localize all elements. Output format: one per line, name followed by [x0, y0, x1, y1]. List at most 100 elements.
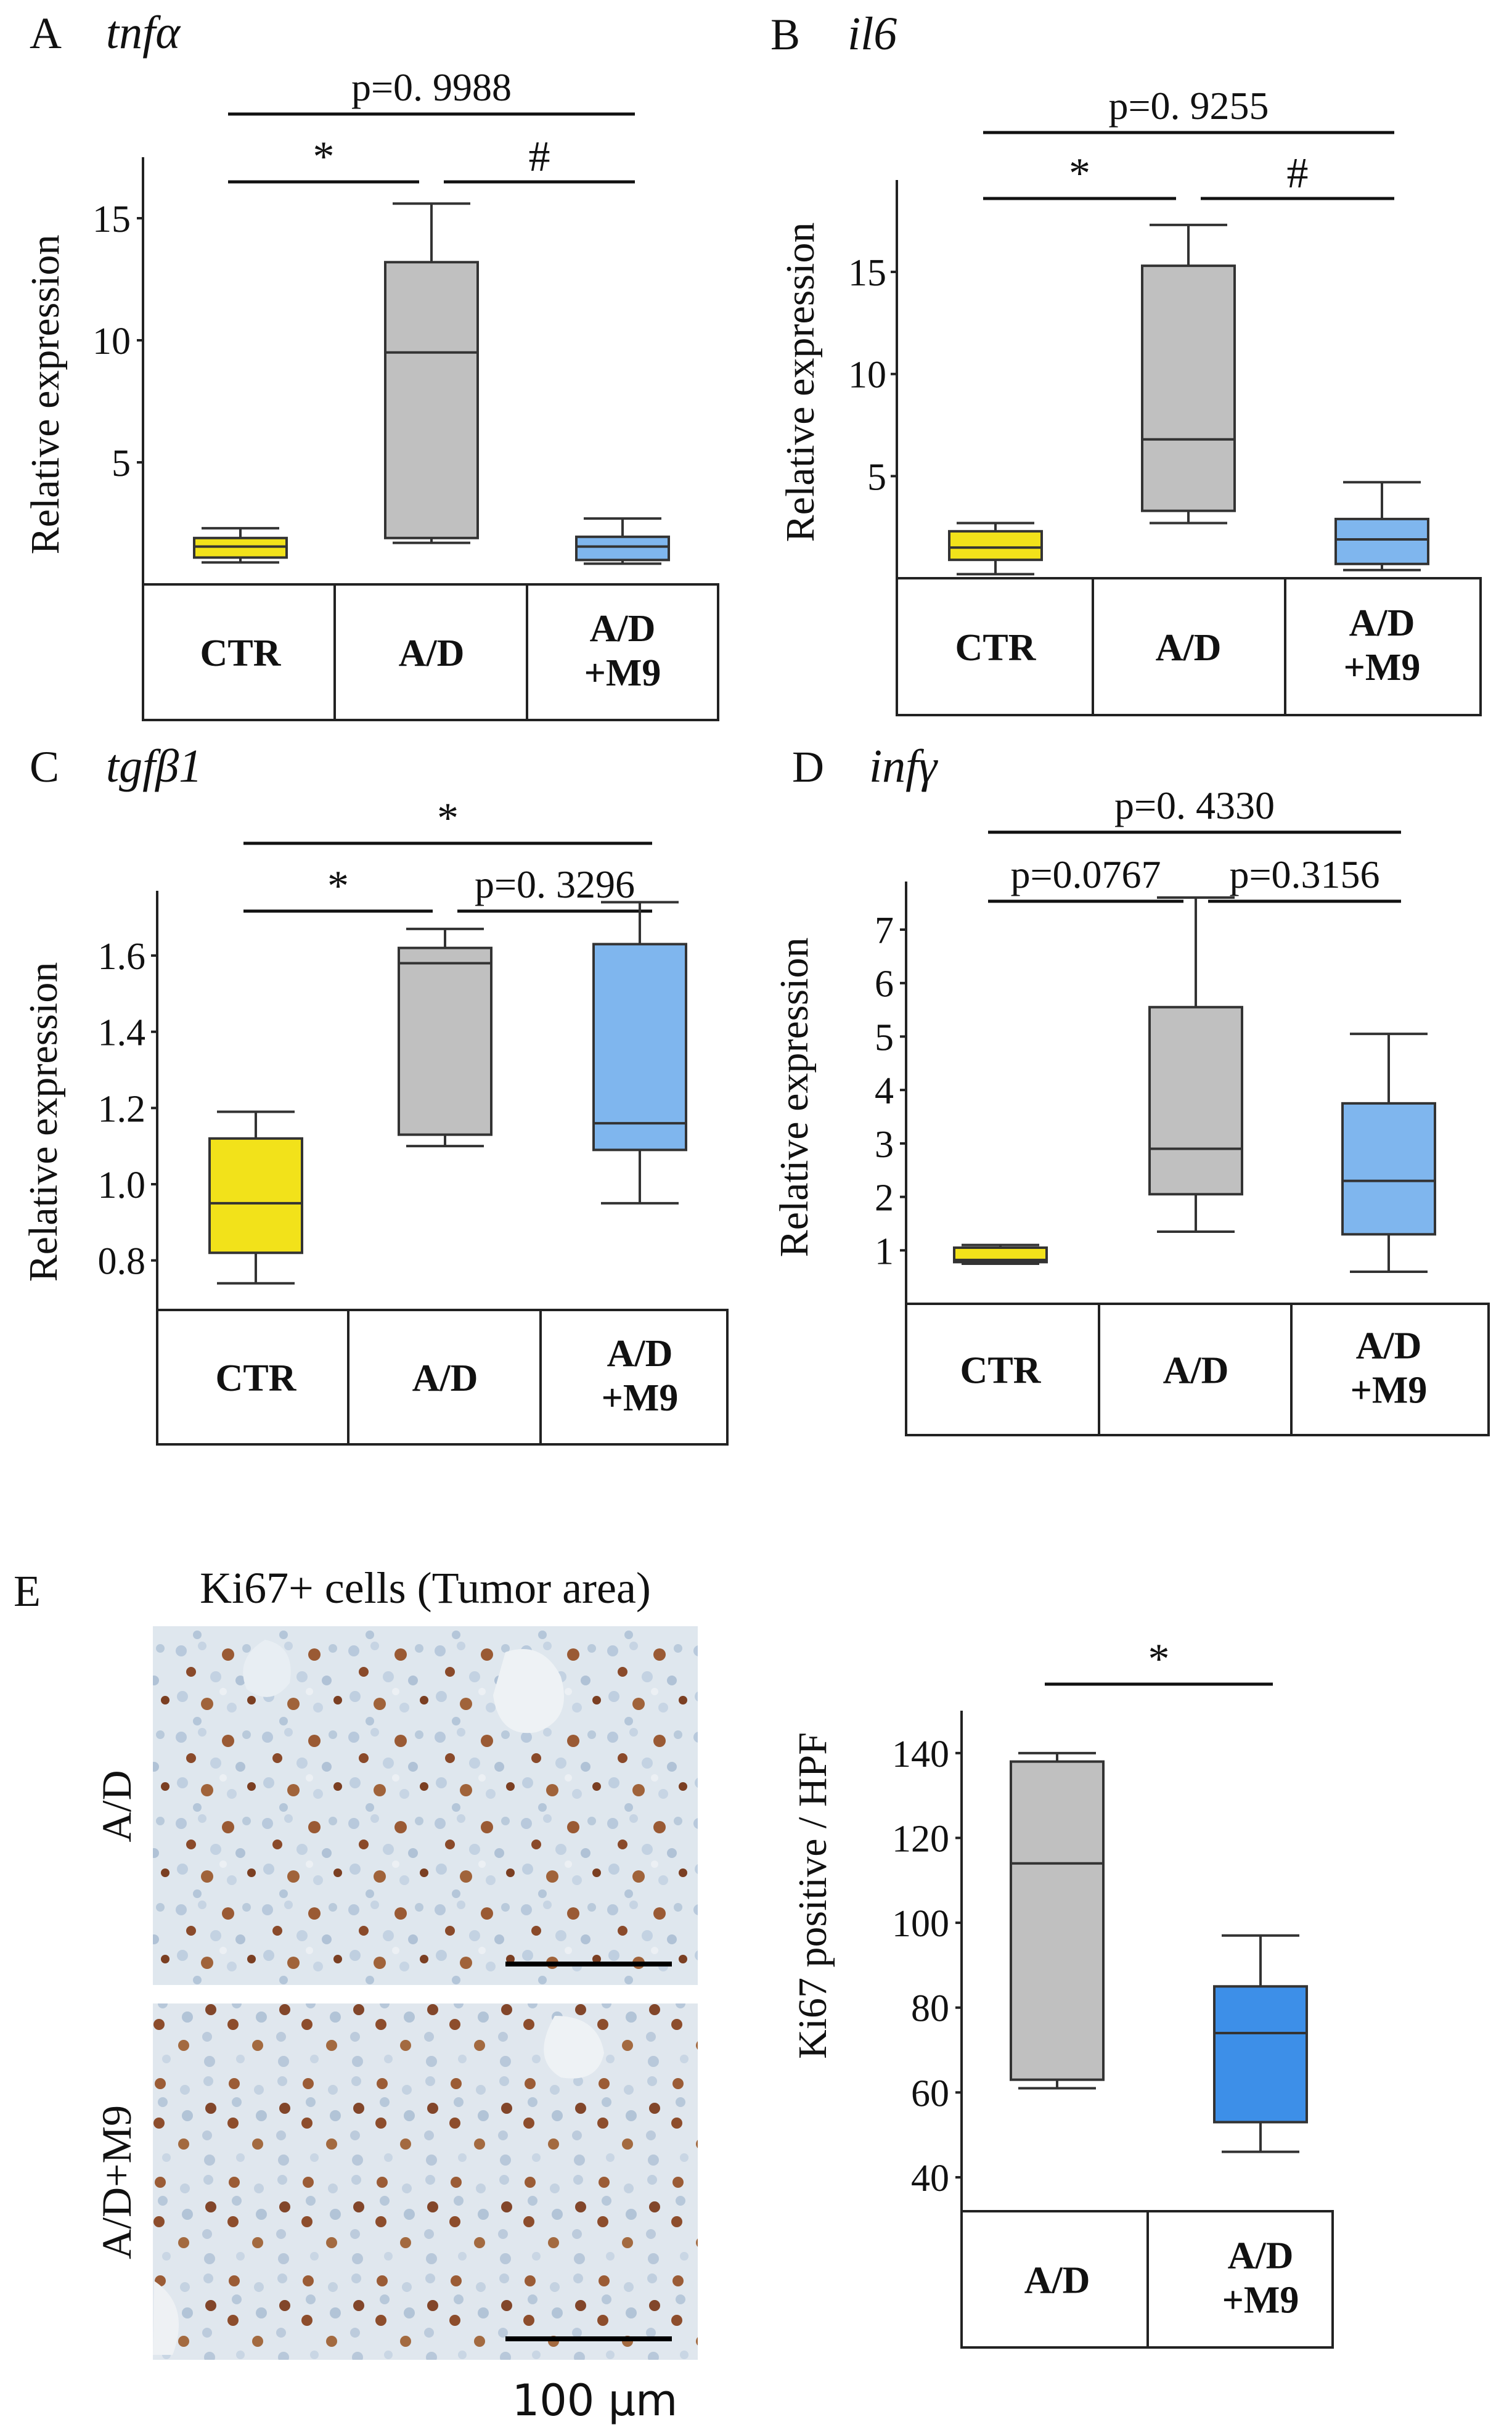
- panel-e-micrographs: E Ki67+ cells (Tumor area) 100 µm A/D A/…: [14, 1563, 698, 2426]
- table-frame: [142, 583, 719, 721]
- group-label: A/D: [1349, 602, 1415, 644]
- group-label: +M9: [1351, 1370, 1428, 1412]
- significance-label: *: [1069, 150, 1090, 197]
- y-tick-label: 5: [875, 1017, 894, 1058]
- row-label-ad-m9: A/D+M9: [93, 2105, 140, 2259]
- panel-letter-d: D: [792, 742, 824, 792]
- box-plots: [948, 223, 1429, 576]
- y-tick-label: 1.6: [98, 936, 146, 978]
- gene-title-tgfb1: tgfβ1: [106, 740, 202, 792]
- micrograph-ad: [153, 1626, 698, 1985]
- box-a-d-m9: [1213, 1985, 1308, 2124]
- group-label: A/D: [1163, 1350, 1229, 1392]
- row-label-ad: A/D: [93, 1770, 140, 1842]
- group-label: A/D: [399, 632, 465, 674]
- significance-label: p=0.3156: [1229, 853, 1379, 896]
- box-ctr: [208, 1137, 303, 1254]
- y-tick-label: 120: [892, 1818, 949, 1860]
- gene-title-infg: infγ: [869, 740, 938, 792]
- scale-label: 100 µm: [512, 2375, 678, 2426]
- group-label: A/D: [1228, 2235, 1294, 2277]
- box-a-d-m9: [1334, 517, 1429, 565]
- box-a-d: [1010, 1760, 1105, 2081]
- y-axis-ticks: 0.8 1.0 1.2 1.4 1.6: [98, 891, 158, 1310]
- y-axis-label: Relative expression: [772, 938, 817, 1258]
- box-plots: [208, 901, 687, 1285]
- gene-title-il6: il6: [848, 8, 897, 60]
- y-tick-label: 15: [848, 252, 886, 294]
- significance-label: p=0. 9988: [351, 65, 512, 109]
- y-tick-label: 1.2: [98, 1088, 146, 1130]
- group-label: +M9: [584, 652, 661, 694]
- y-axis-ticks: 1 2 3 4 5 6 7: [875, 882, 907, 1304]
- box-a-d: [1148, 1005, 1243, 1196]
- y-tick-label: 5: [867, 456, 886, 498]
- y-tick-label: 80: [911, 1988, 949, 2030]
- y-tick-label: 3: [875, 1124, 894, 1166]
- y-tick-label: 7: [875, 910, 894, 952]
- y-tick-label: 100: [892, 1903, 949, 1945]
- micrograph-ad-m9: [153, 2003, 698, 2360]
- box-plots: [953, 896, 1436, 1273]
- box-a-d: [398, 946, 492, 1136]
- group-label: CTR: [960, 1350, 1042, 1392]
- group-label: +M9: [602, 1377, 679, 1419]
- box-a-d-m9: [592, 943, 687, 1152]
- y-tick-label: 140: [892, 1733, 949, 1775]
- lumen-area: [544, 2016, 604, 2079]
- group-label: A/D: [1024, 2260, 1090, 2302]
- group-label: A/D: [1156, 627, 1222, 669]
- group-label: +M9: [1222, 2280, 1299, 2322]
- y-tick-label: 6: [875, 964, 894, 1005]
- group-label: +M9: [1344, 647, 1421, 689]
- panel-letter-a: A: [30, 9, 62, 58]
- significance-label: #: [1287, 150, 1309, 197]
- group-label: CTR: [200, 632, 282, 674]
- y-axis-ticks: 40 60 80 100 120 140: [892, 1711, 963, 2211]
- significance-annotations: * * p=0. 3296: [243, 795, 652, 913]
- y-tick-label: 5: [112, 443, 131, 485]
- table-frame: [905, 1303, 1490, 1436]
- y-tick-label: 0.8: [98, 1241, 146, 1283]
- significance-label: p=0. 9255: [1108, 84, 1269, 128]
- significance-label: p=0.0767: [1010, 853, 1161, 896]
- y-axis-ticks: 5 10 15: [92, 157, 144, 584]
- y-tick-label: 10: [92, 321, 131, 362]
- panel-d-infg-chart: D infγ p=0. 4330 p=0.0767 p=0.3156 1 2 3 4 5 6 7…: [772, 740, 1490, 1436]
- significance-label: *: [327, 862, 349, 910]
- group-label-table: CTR A/DA/D+M9: [142, 583, 719, 721]
- group-label: A/D: [412, 1357, 478, 1399]
- significance-label: p=0. 3296: [475, 862, 635, 906]
- y-tick-label: 10: [848, 354, 886, 396]
- box-a-d-m9: [575, 535, 670, 562]
- y-axis-ticks: 5 10 15: [848, 180, 898, 578]
- box-plots: [1010, 1751, 1308, 2153]
- lumen-area: [243, 1640, 291, 1697]
- box-ctr: [948, 530, 1043, 562]
- significance-annotations: p=0. 4330 p=0.0767 p=0.3156: [988, 784, 1401, 903]
- y-axis-label: Relative expression: [778, 223, 823, 542]
- panel-letter-b: B: [770, 10, 800, 59]
- box-a-d: [384, 261, 479, 539]
- y-tick-label: 1.4: [98, 1012, 146, 1054]
- group-label: A/D: [607, 1333, 673, 1375]
- y-tick-label: 1: [875, 1230, 894, 1272]
- group-label-table: A/DA/D+M9: [960, 2210, 1334, 2349]
- group-label: CTR: [216, 1357, 297, 1399]
- group-label: A/D: [590, 608, 656, 650]
- y-tick-label: 1.0: [98, 1164, 146, 1206]
- significance-label: p=0. 4330: [1114, 784, 1275, 827]
- y-axis-label: Relative expression: [21, 962, 66, 1282]
- significance-label: *: [1148, 1635, 1170, 1683]
- micrograph-title: Ki67+ cells (Tumor area): [200, 1563, 651, 1613]
- group-label-table: CTR A/DA/D+M9: [156, 1309, 729, 1446]
- lumen-area: [153, 2281, 179, 2355]
- gene-title-tnfa: tnfα: [106, 7, 181, 59]
- y-tick-label: 2: [875, 1177, 894, 1219]
- table-frame: [896, 577, 1482, 716]
- panel-letter-c: C: [30, 742, 59, 792]
- y-tick-label: 40: [911, 2158, 949, 2200]
